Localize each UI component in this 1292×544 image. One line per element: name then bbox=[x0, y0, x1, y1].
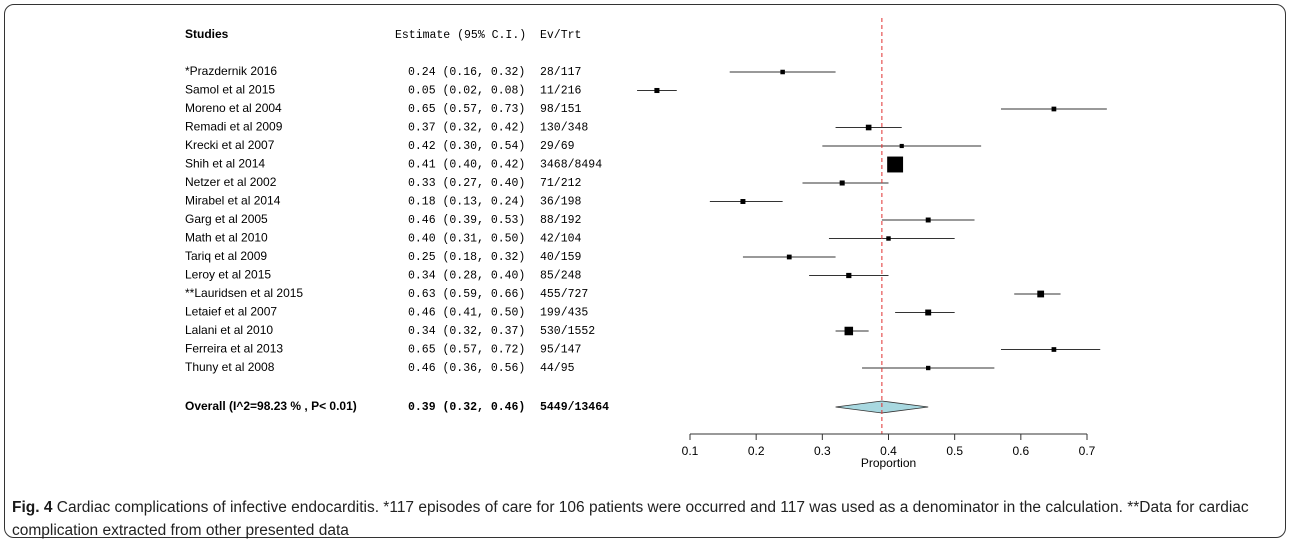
estimate-box bbox=[865, 124, 872, 131]
caption-text: Cardiac complications of infective endoc… bbox=[12, 499, 1249, 539]
estimate-box bbox=[780, 69, 785, 75]
frame bbox=[4, 4, 1286, 538]
estimate-label: 0.34 (0.28, 0.40) bbox=[408, 270, 525, 283]
study-name: Remadi et al 2009 bbox=[185, 120, 283, 134]
caption-label: Fig. 4 bbox=[12, 499, 53, 516]
x-axis-label: Proportion bbox=[861, 456, 916, 470]
study-name: Netzer et al 2002 bbox=[185, 175, 277, 189]
estimate-box bbox=[839, 180, 845, 186]
ev-trt-label: 42/104 bbox=[540, 233, 582, 246]
x-tick-label: 0.7 bbox=[1079, 444, 1096, 458]
study-name: Math et al 2010 bbox=[185, 231, 268, 245]
study-name: Samol et al 2015 bbox=[185, 83, 275, 97]
ev-trt-label: 44/95 bbox=[540, 362, 575, 375]
estimate-label: 0.63 (0.59, 0.66) bbox=[408, 288, 525, 301]
ev-trt-label: 40/159 bbox=[540, 251, 582, 264]
estimate-box bbox=[1051, 347, 1057, 352]
estimate-box bbox=[926, 365, 931, 371]
estimate-label: 0.25 (0.18, 0.32) bbox=[408, 251, 525, 264]
ev-trt-label: 130/348 bbox=[540, 122, 588, 135]
study-name: Krecki et al 2007 bbox=[185, 138, 275, 152]
overall-estimate: 0.39 (0.32, 0.46) bbox=[408, 401, 525, 414]
estimate-box bbox=[925, 309, 932, 316]
study-name: **Lauridsen et al 2015 bbox=[185, 286, 303, 300]
chart: Studies Estimate (95% C.I.) Ev/Trt *Prazder… bbox=[185, 18, 1107, 470]
estimate-label: 0.42 (0.30, 0.54) bbox=[408, 140, 525, 153]
estimate-label: 0.65 (0.57, 0.72) bbox=[408, 344, 525, 357]
estimate-box bbox=[740, 199, 746, 204]
estimate-box bbox=[899, 143, 904, 149]
ev-trt-label: 530/1552 bbox=[540, 325, 595, 338]
study-name: Leroy et al 2015 bbox=[185, 268, 271, 282]
estimate-label: 0.24 (0.16, 0.32) bbox=[408, 66, 525, 79]
study-name: Thuny et al 2008 bbox=[185, 360, 275, 374]
x-tick-label: 0.2 bbox=[748, 444, 765, 458]
study-name: Lalani et al 2010 bbox=[185, 323, 273, 337]
estimate-box bbox=[844, 326, 854, 336]
estimate-box bbox=[886, 236, 891, 241]
ev-trt-label: 88/192 bbox=[540, 214, 582, 227]
study-name: Moreno et al 2004 bbox=[185, 101, 282, 115]
estimate-label: 0.46 (0.41, 0.50) bbox=[408, 307, 525, 320]
ev-trt-label: 11/216 bbox=[540, 85, 582, 98]
study-name: Ferreira et al 2013 bbox=[185, 342, 283, 356]
overall-label: Overall (I^2=98.23 % , P< 0.01) bbox=[185, 399, 357, 413]
estimate-box bbox=[1051, 106, 1057, 112]
column-header: Ev/Trt bbox=[540, 29, 581, 42]
x-tick-label: 0.4 bbox=[880, 444, 897, 458]
estimate-label: 0.41 (0.40, 0.42) bbox=[408, 159, 525, 172]
estimate-label: 0.46 (0.39, 0.53) bbox=[408, 214, 525, 227]
estimate-label: 0.65 (0.57, 0.73) bbox=[408, 103, 525, 116]
ev-trt-label: 199/435 bbox=[540, 307, 588, 320]
x-tick-label: 0.3 bbox=[814, 444, 831, 458]
ev-trt-label: 95/147 bbox=[540, 344, 581, 357]
study-name: Letaief et al 2007 bbox=[185, 305, 277, 319]
column-header: Studies bbox=[185, 27, 229, 41]
estimate-box bbox=[846, 272, 852, 279]
estimate-label: 0.46 (0.36, 0.56) bbox=[408, 362, 525, 375]
study-name: Mirabel et al 2014 bbox=[185, 194, 281, 208]
x-tick-label: 0.5 bbox=[946, 444, 963, 458]
ev-trt-label: 3468/8494 bbox=[540, 159, 602, 172]
study-name: Tariq et al 2009 bbox=[185, 249, 267, 263]
ev-trt-label: 71/212 bbox=[540, 177, 582, 190]
estimate-box bbox=[887, 156, 904, 173]
overall-ev-trt: 5449/13464 bbox=[540, 401, 609, 414]
estimate-box bbox=[654, 87, 660, 94]
estimate-label: 0.40 (0.31, 0.50) bbox=[408, 233, 525, 246]
estimate-label: 0.37 (0.32, 0.42) bbox=[408, 122, 525, 135]
study-name: *Prazdernik 2016 bbox=[185, 64, 277, 78]
estimate-box bbox=[925, 217, 931, 223]
ev-trt-label: 29/69 bbox=[540, 140, 575, 153]
estimate-label: 0.05 (0.02, 0.08) bbox=[408, 85, 525, 98]
study-name: Garg et al 2005 bbox=[185, 212, 268, 226]
estimate-box bbox=[1037, 290, 1045, 298]
x-tick-label: 0.6 bbox=[1012, 444, 1029, 458]
estimate-box bbox=[786, 254, 792, 260]
x-tick-label: 0.1 bbox=[682, 444, 699, 458]
estimate-label: 0.18 (0.13, 0.24) bbox=[408, 196, 525, 209]
ev-trt-label: 36/198 bbox=[540, 196, 582, 209]
ev-trt-label: 455/727 bbox=[540, 288, 588, 301]
column-header: Estimate (95% C.I.) bbox=[395, 29, 526, 42]
caption: Fig. 4 Cardiac complications of infectiv… bbox=[12, 496, 1277, 542]
ev-trt-label: 28/117 bbox=[540, 66, 581, 79]
estimate-label: 0.34 (0.32, 0.37) bbox=[408, 325, 525, 338]
estimate-label: 0.33 (0.27, 0.40) bbox=[408, 177, 525, 190]
study-name: Shih et al 2014 bbox=[185, 157, 265, 171]
ev-trt-label: 85/248 bbox=[540, 270, 582, 283]
ev-trt-label: 98/151 bbox=[540, 103, 582, 116]
